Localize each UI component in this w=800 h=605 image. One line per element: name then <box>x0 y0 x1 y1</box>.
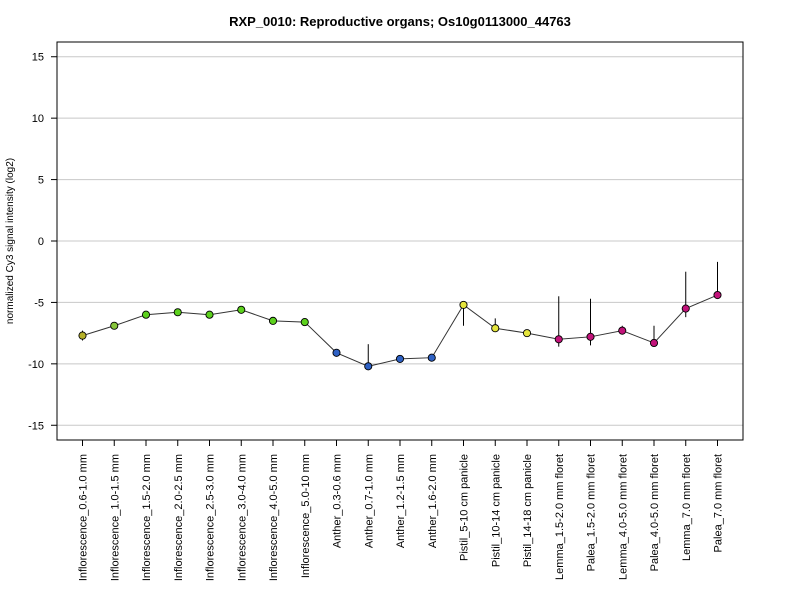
x-tick-label: Palea_4.0-5.0 mm floret <box>649 454 661 571</box>
x-tick-label: Inflorescence_0.6-1.0 mm <box>78 454 90 581</box>
series-layer <box>78 261 722 371</box>
data-point <box>459 300 468 309</box>
y-tick-label: 5 <box>38 175 44 187</box>
x-tick-label: Inflorescence_1.0-1.5 mm <box>109 454 121 581</box>
x-tick-label: Anther_1.6-2.0 mm <box>427 454 439 548</box>
x-tick-label: Inflorescence_3.0-4.0 mm <box>236 454 248 581</box>
y-tick-label: -10 <box>28 359 44 371</box>
data-point <box>713 290 722 300</box>
data-point <box>681 304 690 313</box>
x-tick-label: Palea_7.0 mm floret <box>713 454 725 552</box>
data-point <box>586 332 595 341</box>
x-tick-label: Pistil_10-14 cm panicle <box>490 454 502 567</box>
data-point <box>237 305 246 314</box>
chart-title: RXP_0010: Reproductive organs; Os10g0113… <box>229 14 571 29</box>
data-point <box>618 326 627 335</box>
data-point <box>268 316 278 325</box>
data-point <box>427 353 436 362</box>
y-tick-label: 10 <box>32 113 44 125</box>
data-point <box>173 308 182 317</box>
data-point <box>491 324 500 333</box>
x-tick-label: Inflorescence_1.5-2.0 mm <box>141 454 153 581</box>
data-point <box>364 362 373 371</box>
data-point <box>649 338 659 348</box>
x-tick-label: Lemma_4.0-5.0 mm floret <box>617 454 629 580</box>
data-point <box>110 321 119 330</box>
data-point <box>554 335 563 344</box>
x-tick-label: Inflorescence_5.0-10 mm <box>300 454 312 578</box>
data-point <box>205 310 214 319</box>
x-tick-label: Palea_1.5-2.0 mm floret <box>586 454 598 571</box>
data-point <box>300 318 309 327</box>
x-tick-label: Anther_0.3-0.6 mm <box>332 454 344 548</box>
x-tick-label: Anther_1.2-1.5 mm <box>395 454 407 548</box>
x-tick-label: Inflorescence_2.5-3.0 mm <box>205 454 217 581</box>
x-tick-label: Pistil_14-18 cm panicle <box>522 454 534 567</box>
y-tick-label: -5 <box>34 297 44 309</box>
y-axis: 15 10 5 0 -5 -10 -15 <box>28 52 57 432</box>
x-tick-label: Anther_0.7-1.0 mm <box>363 454 375 548</box>
x-tick-label: Inflorescence_2.0-2.5 mm <box>173 454 185 581</box>
plot-frame <box>56 41 744 441</box>
data-point <box>522 329 532 338</box>
grid-lines <box>57 56 743 426</box>
y-tick-label: 0 <box>38 236 44 248</box>
x-tick-label: Lemma_1.5-2.0 mm floret <box>554 454 566 580</box>
x-axis: Inflorescence_0.6-1.0 mm Inflorescence_1.… <box>78 440 725 581</box>
data-point <box>78 331 87 340</box>
y-tick-label: -15 <box>28 420 44 432</box>
data-point <box>332 348 341 357</box>
data-point <box>395 354 405 363</box>
x-tick-label: Lemma_7.0 mm floret <box>681 454 693 561</box>
y-axis-label: normalized Cy3 signal intensity (log2) <box>5 158 16 324</box>
x-tick-label: Inflorescence_4.0-5.0 mm <box>268 454 280 581</box>
data-point <box>141 310 151 319</box>
x-tick-label: Pistil_5-10 cm panicle <box>459 454 471 561</box>
y-tick-label: 15 <box>32 52 44 64</box>
